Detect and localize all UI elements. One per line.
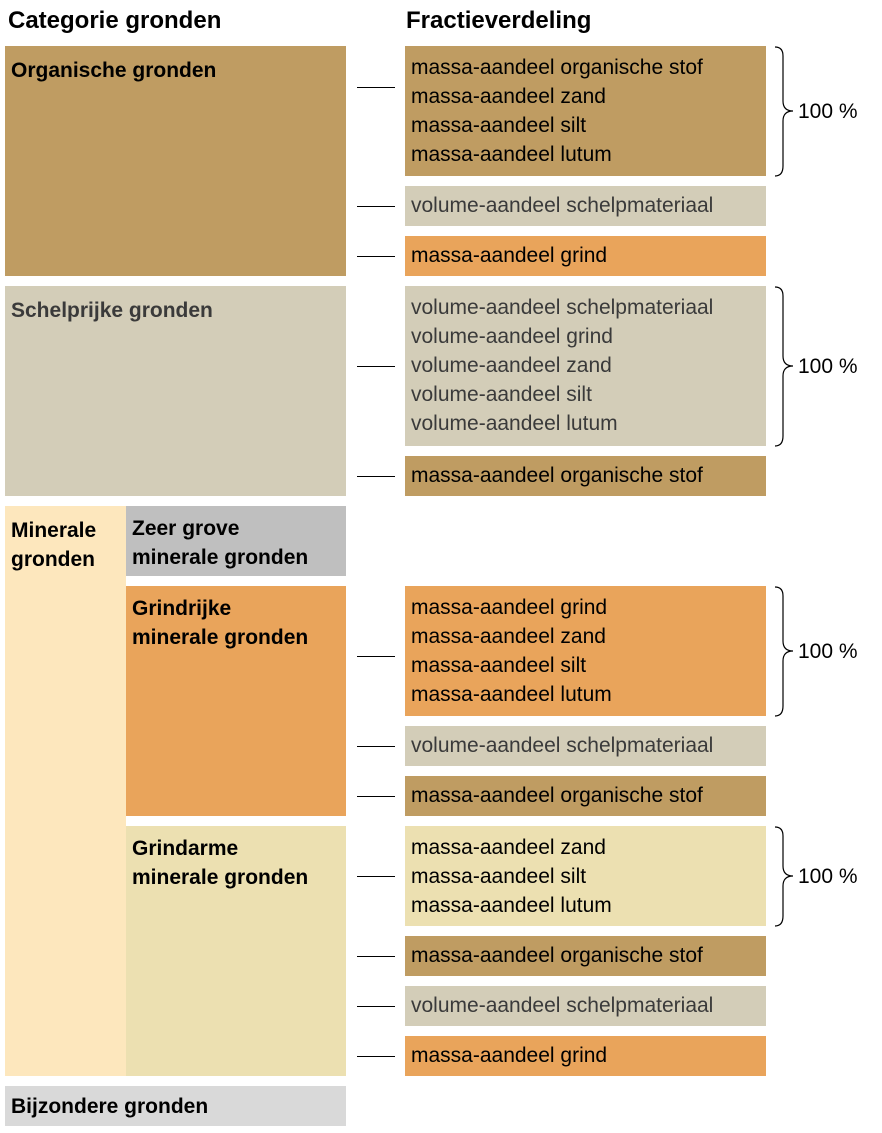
fraction-box-gravel-poor-gravel: massa-aandeel grind xyxy=(405,1036,766,1076)
fraction-item: massa-aandeel organische stof xyxy=(411,56,703,79)
percent-label: 100 % xyxy=(798,355,858,378)
fraction-item: massa-aandeel lutum xyxy=(411,143,612,166)
brace-icon xyxy=(774,286,794,447)
percent-label: 100 % xyxy=(798,100,858,123)
connector-line xyxy=(357,1006,395,1007)
connector-line xyxy=(357,796,395,797)
fraction-box-organic-gravel: massa-aandeel grind xyxy=(405,236,766,276)
fraction-box-shell-main: volume-aandeel schelpmateriaal volume-aa… xyxy=(405,286,766,446)
fraction-item: massa-aandeel grind xyxy=(411,596,608,619)
categories-header: Categorie gronden xyxy=(8,7,222,34)
fraction-item: massa-aandeel zand xyxy=(411,625,606,648)
fractions-header: Fractieverdeling xyxy=(406,7,592,34)
fraction-box-gravel-rich-organic: massa-aandeel organische stof xyxy=(405,776,766,816)
connector-line xyxy=(357,746,395,747)
brace-icon xyxy=(774,586,794,717)
connector-line xyxy=(357,206,395,207)
category-organic-label: Organische gronden xyxy=(11,59,217,82)
fraction-item: volume-aandeel schelpmateriaal xyxy=(411,734,714,757)
category-shell-rich: Schelprijke gronden xyxy=(5,286,346,496)
category-gravel-rich-label-1: Grindrijke xyxy=(132,597,232,620)
fraction-item: volume-aandeel grind xyxy=(411,325,613,348)
fraction-item: massa-aandeel organische stof xyxy=(411,944,703,967)
category-gravel-poor-label-1: Grindarme xyxy=(132,837,239,860)
fraction-box-gravel-poor-organic: massa-aandeel organische stof xyxy=(405,936,766,976)
percent-label: 100 % xyxy=(798,865,858,888)
category-very-coarse-mineral: Zeer grove minerale gronden xyxy=(126,506,346,576)
fraction-box-gravel-poor-main: massa-aandeel zand massa-aandeel silt ma… xyxy=(405,826,766,926)
fraction-box-shell-organic: massa-aandeel organische stof xyxy=(405,456,766,496)
connector-line xyxy=(357,87,395,88)
fraction-item: volume-aandeel silt xyxy=(411,383,592,406)
fraction-item: massa-aandeel silt xyxy=(411,654,587,677)
category-special: Bijzondere gronden xyxy=(5,1086,346,1126)
category-mineral: Minerale gronden xyxy=(5,506,126,1076)
fraction-item: massa-aandeel grind xyxy=(411,244,608,267)
connector-line xyxy=(357,476,395,477)
fraction-item: massa-aandeel grind xyxy=(411,1044,608,1067)
connector-line xyxy=(357,256,395,257)
fraction-box-organic-shell: volume-aandeel schelpmateriaal xyxy=(405,186,766,226)
connector-line xyxy=(357,876,395,877)
category-gravel-poor-label-2: minerale gronden xyxy=(132,866,309,889)
connector-line xyxy=(357,656,395,657)
fraction-item: volume-aandeel schelpmateriaal xyxy=(411,194,714,217)
connector-line xyxy=(357,956,395,957)
category-gravel-poor-mineral: Grindarme minerale gronden xyxy=(126,826,346,1076)
fraction-item: volume-aandeel zand xyxy=(411,354,612,377)
category-mineral-label-1: Minerale xyxy=(11,519,97,542)
category-shell-rich-label: Schelprijke gronden xyxy=(11,299,213,322)
fraction-item: massa-aandeel lutum xyxy=(411,683,612,706)
fraction-item: massa-aandeel silt xyxy=(411,865,587,888)
fraction-item: volume-aandeel schelpmateriaal xyxy=(411,296,714,319)
percent-label: 100 % xyxy=(798,640,858,663)
category-mineral-label-2: gronden xyxy=(11,548,95,571)
category-gravel-rich-label-2: minerale gronden xyxy=(132,626,309,649)
category-special-label: Bijzondere gronden xyxy=(11,1095,209,1118)
fraction-item: massa-aandeel organische stof xyxy=(411,784,703,807)
fraction-item: massa-aandeel organische stof xyxy=(411,464,703,487)
fraction-item: massa-aandeel silt xyxy=(411,114,587,137)
fraction-item: massa-aandeel lutum xyxy=(411,894,612,917)
connector-line xyxy=(357,366,395,367)
fraction-box-organic-main: massa-aandeel organische stof massa-aand… xyxy=(405,46,766,176)
fraction-item: massa-aandeel zand xyxy=(411,85,606,108)
fraction-box-gravel-rich-shell: volume-aandeel schelpmateriaal xyxy=(405,726,766,766)
fraction-box-gravel-poor-shell: volume-aandeel schelpmateriaal xyxy=(405,986,766,1026)
fraction-item: volume-aandeel schelpmateriaal xyxy=(411,994,714,1017)
connector-line xyxy=(357,1056,395,1057)
brace-icon xyxy=(774,46,794,177)
category-organic: Organische gronden xyxy=(5,46,346,276)
category-very-coarse-label-1: Zeer grove xyxy=(132,517,240,540)
fraction-item: volume-aandeel lutum xyxy=(411,412,618,435)
brace-icon xyxy=(774,826,794,927)
fraction-item: massa-aandeel zand xyxy=(411,836,606,859)
fraction-box-gravel-rich-main: massa-aandeel grind massa-aandeel zand m… xyxy=(405,586,766,716)
category-very-coarse-label-2: minerale gronden xyxy=(132,546,309,569)
category-gravel-rich-mineral: Grindrijke minerale gronden xyxy=(126,586,346,816)
